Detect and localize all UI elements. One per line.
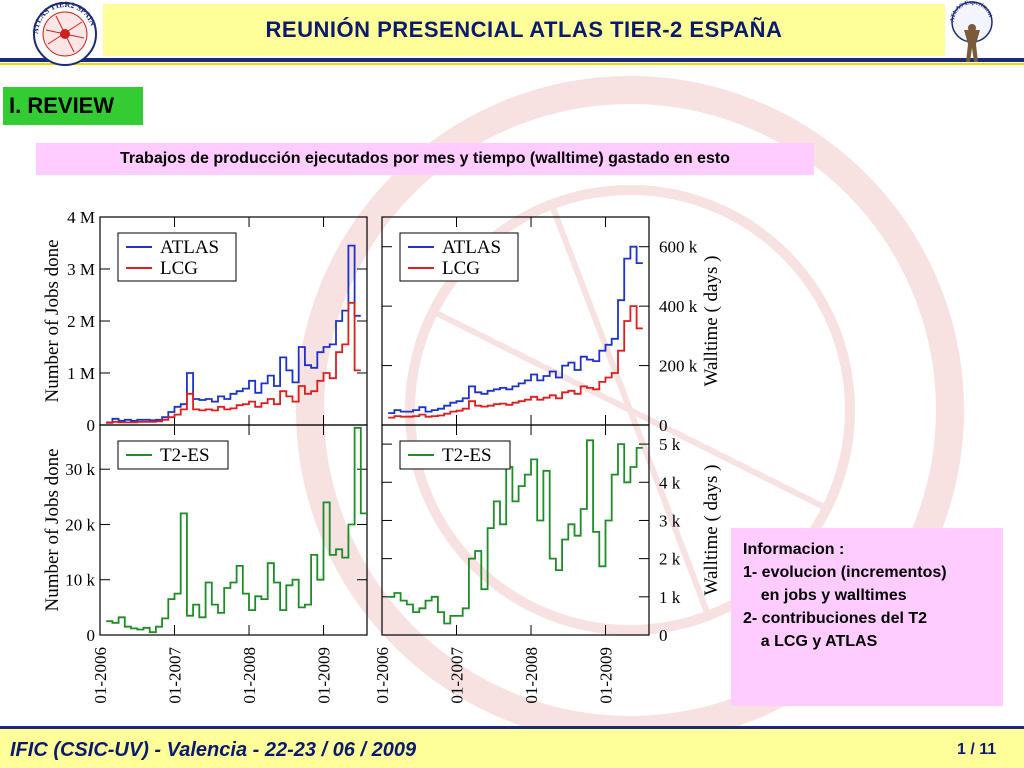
y-tick-label: 3 k (659, 511, 681, 530)
legend-box (399, 440, 511, 470)
header-rule (0, 58, 1024, 62)
header-rule-yellow (0, 63, 1024, 65)
subtitle-box: Trabajos de producción ejecutados por me… (36, 143, 814, 175)
legend-box (117, 232, 237, 282)
y-tick-label: 0 (87, 626, 96, 645)
footer-bar (0, 726, 1024, 768)
section-tag: I. REVIEW (3, 87, 143, 125)
legend-label: LCG (442, 258, 480, 279)
x-tick-label: 01-2008 (522, 647, 541, 704)
y-tick-label: 1 k (659, 588, 681, 607)
legend-label: LCG (160, 258, 198, 279)
info-line: 2- contribuciones del T2 (743, 610, 928, 627)
y-tick-label: 0 (659, 416, 668, 435)
x-tick-label: 01-2009 (315, 647, 334, 704)
info-line: 1- evolucion (incrementos) (743, 564, 947, 581)
y-axis-title: Walltime ( days ) (701, 465, 722, 596)
info-box: Informacion : 1- evolucion (incrementos)… (731, 528, 1003, 706)
tier2-spain-logo: ATLAS TIER2 SPAIN (31, 0, 98, 66)
series-line-atlas (106, 244, 361, 424)
x-tick-label: 01-2006 (373, 647, 392, 704)
y-tick-label: 10 k (65, 571, 95, 590)
atlas-experiment-logo: ATLAS Experiment (950, 0, 993, 62)
legend-box (399, 232, 519, 282)
y-tick-label: 600 k (659, 238, 698, 257)
legend-label: ATLAS (442, 237, 501, 258)
y-tick-label: 4 k (659, 473, 681, 492)
section-label: I. REVIEW (9, 93, 115, 118)
footer-event: IFIC (CSIC-UV) - Valencia - 22-23 / 06 /… (10, 739, 417, 761)
legend-label: ATLAS (160, 237, 219, 258)
info-line: en jobs y walltimes (743, 587, 907, 604)
plot-frame (99, 424, 368, 636)
series-line-t2-es (388, 439, 643, 625)
page-title: REUNIÓN PRESENCIAL ATLAS TIER-2 ESPAÑA (265, 17, 783, 42)
title-band: REUNIÓN PRESENCIAL ATLAS TIER-2 ESPAÑA (103, 4, 945, 56)
y-tick-label: 0 (659, 626, 668, 645)
x-tick-label: 01-2007 (448, 647, 467, 704)
y-tick-label: 2 M (67, 312, 95, 331)
footer-rule (0, 726, 1024, 729)
info-line: a LCG y ATLAS (743, 633, 878, 650)
y-tick-label: 3 M (67, 260, 95, 279)
x-tick-label: 01-2008 (240, 647, 259, 704)
plot-frame (381, 424, 650, 636)
page-number: 1 / 11 (957, 741, 997, 758)
series-line-atlas (388, 245, 643, 414)
x-tick-label: 01-2007 (166, 647, 185, 704)
series-line-t2-es (106, 426, 367, 634)
y-tick-label: 200 k (659, 357, 698, 376)
y-tick-label: 0 (87, 416, 96, 435)
info-line: Informacion : (743, 541, 845, 558)
series-line-lcg (106, 301, 361, 424)
legend-label: T2-ES (442, 445, 492, 466)
legend-label: T2-ES (160, 445, 210, 466)
y-tick-label: 5 k (659, 435, 681, 454)
y-tick-label: 30 k (65, 460, 95, 479)
y-axis-title: Number of Jobs done (42, 448, 63, 611)
y-tick-label: 20 k (65, 515, 95, 534)
y-tick-label: 400 k (659, 297, 698, 316)
y-tick-label: 4 M (67, 208, 95, 227)
y-tick-label: 1 M (67, 364, 95, 383)
y-tick-label: 2 k (659, 550, 681, 569)
x-tick-label: 01-2009 (597, 647, 616, 704)
y-axis-title: Number of Jobs done (42, 239, 63, 402)
x-tick-label: 01-2006 (91, 647, 110, 704)
subtitle-text: Trabajos de producción ejecutados por me… (120, 150, 730, 167)
y-axis-title: Walltime ( days ) (701, 256, 722, 387)
series-line-lcg (388, 305, 643, 419)
